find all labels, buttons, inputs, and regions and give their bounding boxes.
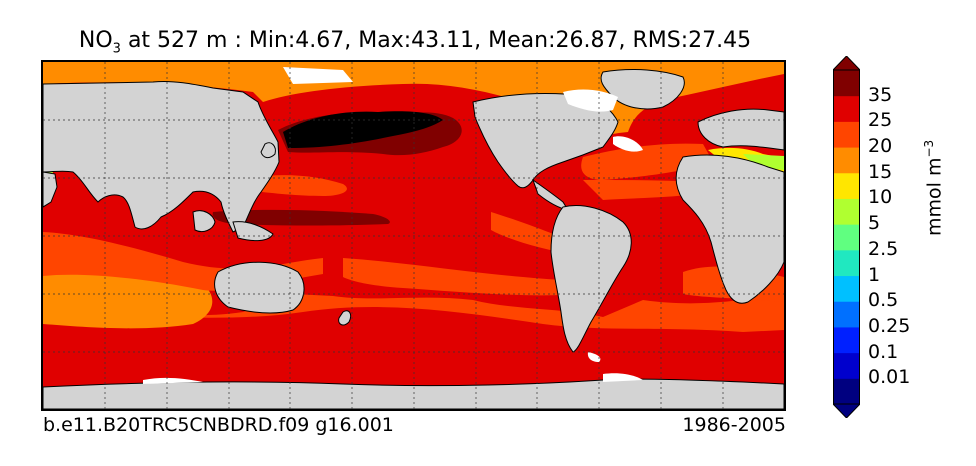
hudson-bay-ice — [613, 136, 643, 152]
mediterranean-green — [743, 154, 784, 170]
japan-land — [260, 142, 276, 159]
sea-ice-south — [587, 352, 601, 362]
title-species: NO — [78, 28, 113, 53]
indian-ocean-field — [43, 270, 213, 329]
colorbar-tick-label: 20 — [868, 135, 893, 158]
new-zealand-land — [338, 310, 352, 326]
colorbar-segment — [833, 147, 860, 174]
greenland-land — [600, 69, 685, 110]
colorbar-tick-label: 0.25 — [868, 314, 911, 337]
africa-east-land — [43, 171, 58, 208]
north-atlantic-band — [581, 143, 713, 180]
colorbar-segment — [833, 198, 860, 225]
plot-title: NO3 at 527 m : Min:4.67, Max:43.11, Mean… — [0, 28, 830, 56]
colorbar-segment — [833, 70, 860, 97]
equatorial-maroon — [212, 209, 390, 226]
sea-ice-weddell — [603, 373, 643, 382]
year-range-label: 1986-2005 — [682, 414, 786, 436]
colorbar-tick-label: 1 — [868, 263, 881, 286]
colorbar-tick-label: 15 — [868, 160, 893, 183]
colorbar-segment — [833, 301, 860, 328]
colorbar-tick-label: 0.1 — [868, 340, 899, 363]
colorbar-tick-label: 5 — [868, 212, 881, 235]
colorbar-segment — [833, 275, 860, 302]
sea-ice-siberia — [283, 67, 353, 84]
sea-ice-arctic — [563, 89, 618, 112]
colorbar-segment — [833, 224, 860, 251]
colorbar-max-extension — [833, 56, 860, 71]
title-subscript: 3 — [112, 41, 121, 57]
colorbar-frame — [833, 69, 860, 405]
case-name-label: b.e11.B20TRC5CNBDRD.f09 g16.001 — [43, 414, 394, 436]
map-svg — [43, 62, 784, 409]
map-panel — [41, 60, 786, 411]
colorbar-unit-label: mmol m−3 — [922, 140, 945, 236]
colorbar-segment — [833, 378, 860, 405]
colorbar-segment — [833, 95, 860, 122]
africa-land — [675, 154, 784, 304]
colorbar-tick-label: 35 — [868, 83, 893, 106]
colorbar-tick-label: 2.5 — [868, 237, 899, 260]
europe-land — [697, 108, 784, 151]
south-america-land — [550, 204, 632, 353]
unit-exponent: −3 — [922, 139, 936, 158]
colorbar-segment — [833, 326, 860, 354]
colorbar-tick-label: 25 — [868, 109, 893, 132]
north-pacific-max — [283, 111, 443, 148]
graticule — [43, 62, 784, 409]
colorbar-tick-label: 10 — [868, 186, 893, 209]
australia-land — [214, 261, 305, 314]
unit-base: mmol m — [923, 157, 946, 236]
colorbar-min-extension — [833, 403, 860, 418]
colorbar-tick-label: 0.01 — [868, 366, 911, 389]
colorbar-segment — [833, 121, 860, 148]
colorbar-tick-label: 0.5 — [868, 289, 899, 312]
borneo-land — [192, 210, 216, 233]
eurasia-land — [43, 81, 280, 233]
colorbar-segment — [833, 249, 860, 277]
colorbar-segment — [833, 352, 860, 379]
colorbar-segment — [833, 172, 860, 199]
sea-ice-ross — [143, 377, 203, 384]
colorbar — [833, 56, 860, 418]
south-pacific-band — [343, 258, 583, 296]
title-stats: at 527 m : Min:4.67, Max:43.11, Mean:26.… — [120, 28, 752, 53]
